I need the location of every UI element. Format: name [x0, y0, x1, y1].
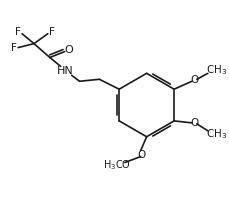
Text: F: F [15, 27, 21, 37]
Text: HN: HN [57, 66, 74, 76]
Text: O: O [191, 75, 199, 85]
Text: H$_3$CO: H$_3$CO [103, 159, 131, 172]
Text: CH$_3$: CH$_3$ [206, 63, 227, 77]
Text: CH$_3$: CH$_3$ [206, 127, 227, 141]
Text: F: F [11, 43, 17, 53]
Text: O: O [191, 118, 199, 128]
Text: O: O [64, 45, 73, 55]
Text: O: O [138, 150, 146, 160]
Text: F: F [49, 27, 55, 37]
